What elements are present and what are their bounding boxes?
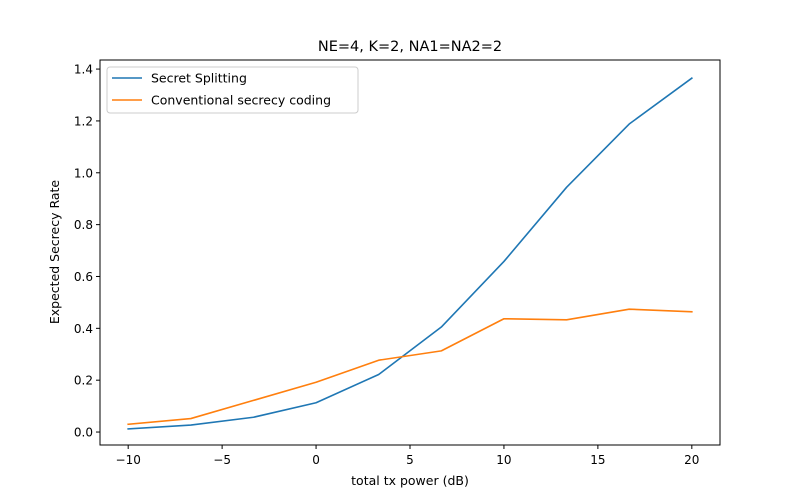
y-tick-label: 1.0 xyxy=(74,166,93,180)
x-tick-label: 0 xyxy=(312,453,320,467)
y-axis-ticks: 0.0 0.2 0.4 0.6 0.8 1.0 1.2 1.4 xyxy=(74,63,100,440)
x-tick-label: 15 xyxy=(590,453,605,467)
series-line-0 xyxy=(127,77,693,430)
y-tick-label: 0.8 xyxy=(74,218,93,232)
x-axis-ticks: −10 −5 0 5 10 15 20 xyxy=(116,445,699,467)
x-tick-label: 20 xyxy=(684,453,699,467)
y-tick-label: 1.2 xyxy=(74,114,93,128)
legend-box xyxy=(106,66,359,114)
legend: Secret Splitting Conventional secrecy cod… xyxy=(106,66,359,114)
x-tick-label: −5 xyxy=(213,453,231,467)
x-tick-label: −10 xyxy=(116,453,141,467)
x-tick-label: 5 xyxy=(406,453,414,467)
chart-title: NE=4, K=2, NA1=NA2=2 xyxy=(318,39,502,55)
y-tick-label: 0.4 xyxy=(74,322,93,336)
y-tick-label: 0.2 xyxy=(74,374,93,388)
legend-label: Conventional secrecy coding xyxy=(151,93,331,108)
x-axis-label: total tx power (dB) xyxy=(351,473,469,488)
legend-label: Secret Splitting xyxy=(151,71,247,86)
series-lines xyxy=(127,77,693,430)
series-line-1 xyxy=(127,308,693,426)
x-tick-label: 10 xyxy=(496,453,511,467)
y-tick-label: 1.4 xyxy=(74,63,93,77)
y-tick-label: 0.0 xyxy=(74,426,93,440)
y-axis-label: Expected Secrecy Rate xyxy=(47,180,62,325)
y-tick-label: 0.6 xyxy=(74,270,93,284)
